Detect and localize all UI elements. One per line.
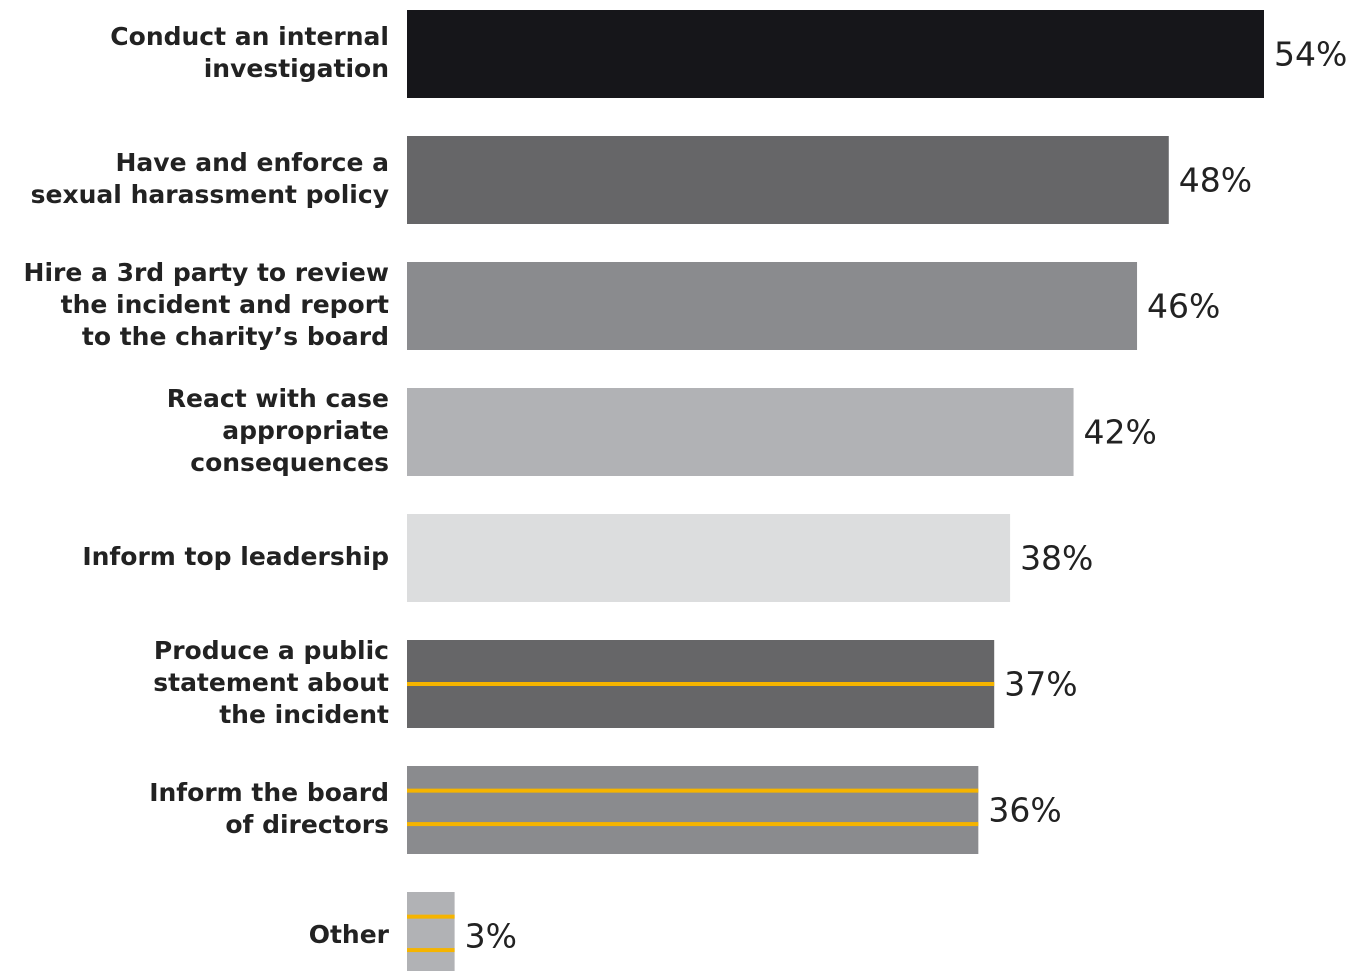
category-label: sexual harassment policy [31, 180, 389, 209]
bar [407, 388, 1074, 476]
value-label: 3% [465, 917, 517, 956]
category-label: to the charity’s board [82, 322, 389, 351]
value-label: 54% [1274, 35, 1347, 74]
category-label: Produce a public [154, 636, 389, 665]
category-label: investigation [204, 54, 389, 83]
value-label: 36% [988, 791, 1061, 830]
bar [407, 136, 1169, 224]
value-label: 46% [1147, 287, 1220, 326]
stripe [407, 914, 455, 919]
category-label: statement about [153, 668, 389, 697]
category-label: the incident and report [61, 290, 389, 319]
stripe [407, 682, 995, 686]
category-label: React with case [167, 384, 389, 413]
category-label: of directors [225, 810, 389, 839]
stripe [407, 822, 979, 827]
bar [407, 262, 1138, 350]
bar [407, 10, 1264, 98]
bar [407, 514, 1011, 602]
category-label: Hire a 3rd party to review [24, 258, 389, 287]
category-label: appropriate [222, 416, 389, 445]
category-label: Inform top leadership [82, 542, 389, 571]
value-label: 48% [1179, 161, 1252, 200]
bar [407, 892, 455, 971]
value-label: 38% [1020, 539, 1093, 578]
category-label: Inform the board [149, 778, 389, 807]
category-label: consequences [190, 448, 389, 477]
stripe [407, 788, 979, 793]
category-label: Other [309, 920, 390, 949]
value-label: 37% [1004, 665, 1077, 704]
category-label: the incident [219, 700, 389, 729]
bar [407, 766, 979, 854]
value-label: 42% [1084, 413, 1157, 452]
stripe [407, 948, 455, 953]
category-label: Have and enforce a [116, 148, 390, 177]
category-label: Conduct an internal [110, 22, 389, 51]
